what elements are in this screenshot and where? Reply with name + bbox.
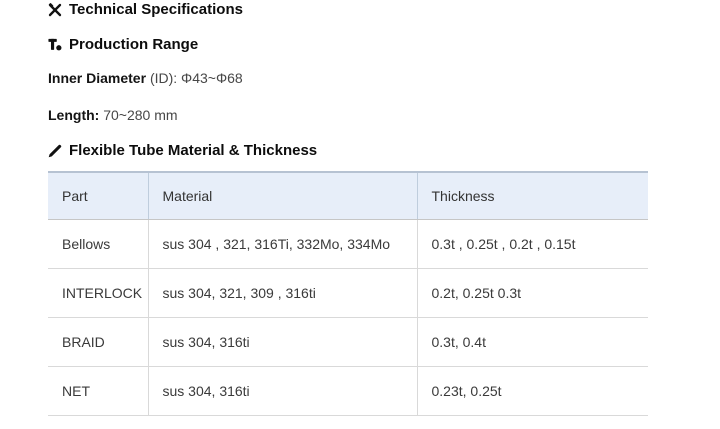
column-header-material: Material [148,171,418,220]
table-header: Part Material Thickness [48,171,648,220]
table-body: Bellows sus 304 , 321, 316Ti, 332Mo, 334… [48,219,648,416]
spec-label: Inner Diameter [48,70,147,86]
column-header-thickness: Thickness [417,171,648,220]
production-range-heading: Production Range [48,37,720,53]
page-content: Technical Specifications Production Rang… [48,2,720,416]
technical-specifications-heading: Technical Specifications [48,2,720,18]
heading-label: Production Range [69,36,199,53]
material-thickness-table: Part Material Thickness Bellows sus 304 … [48,171,648,416]
hammer-icon [48,38,62,52]
heading-label: Technical Specifications [69,1,243,18]
header-row: Part Material Thickness [48,171,648,220]
heading-label: Flexible Tube Material & Thickness [69,142,318,159]
pen-icon [48,144,62,158]
table-row: NET sus 304, 316ti 0.23t, 0.25t [48,366,648,416]
cell-part: INTERLOCK [48,268,149,318]
spec-label: Length: [48,107,100,123]
material-thickness-heading: Flexible Tube Material & Thickness [48,143,720,159]
cell-material: sus 304, 321, 309 , 316ti [148,268,418,318]
spec-value: (ID): Φ43~Φ68 [149,70,243,86]
table-row: Bellows sus 304 , 321, 316Ti, 332Mo, 334… [48,219,648,269]
cell-thickness: 0.23t, 0.25t [417,366,648,416]
cell-part: Bellows [48,219,149,269]
cell-material: sus 304, 316ti [148,317,418,367]
length-spec: Length: 70~280 mm [48,107,720,123]
inner-diameter-spec: Inner Diameter (ID): Φ43~Φ68 [48,70,720,86]
cell-material: sus 304 , 321, 316Ti, 332Mo, 334Mo [148,219,418,269]
table-row: INTERLOCK sus 304, 321, 309 , 316ti 0.2t… [48,268,648,318]
cell-thickness: 0.2t, 0.25t 0.3t [417,268,648,318]
column-header-part: Part [48,171,149,220]
hammer-wrench-icon [48,3,62,17]
table-row: BRAID sus 304, 316ti 0.3t, 0.4t [48,317,648,367]
cell-part: BRAID [48,317,149,367]
cell-thickness: 0.3t, 0.4t [417,317,648,367]
cell-material: sus 304, 316ti [148,366,418,416]
spec-value: 70~280 mm [103,107,178,123]
cell-part: NET [48,366,149,416]
cell-thickness: 0.3t , 0.25t , 0.2t , 0.15t [417,219,648,269]
